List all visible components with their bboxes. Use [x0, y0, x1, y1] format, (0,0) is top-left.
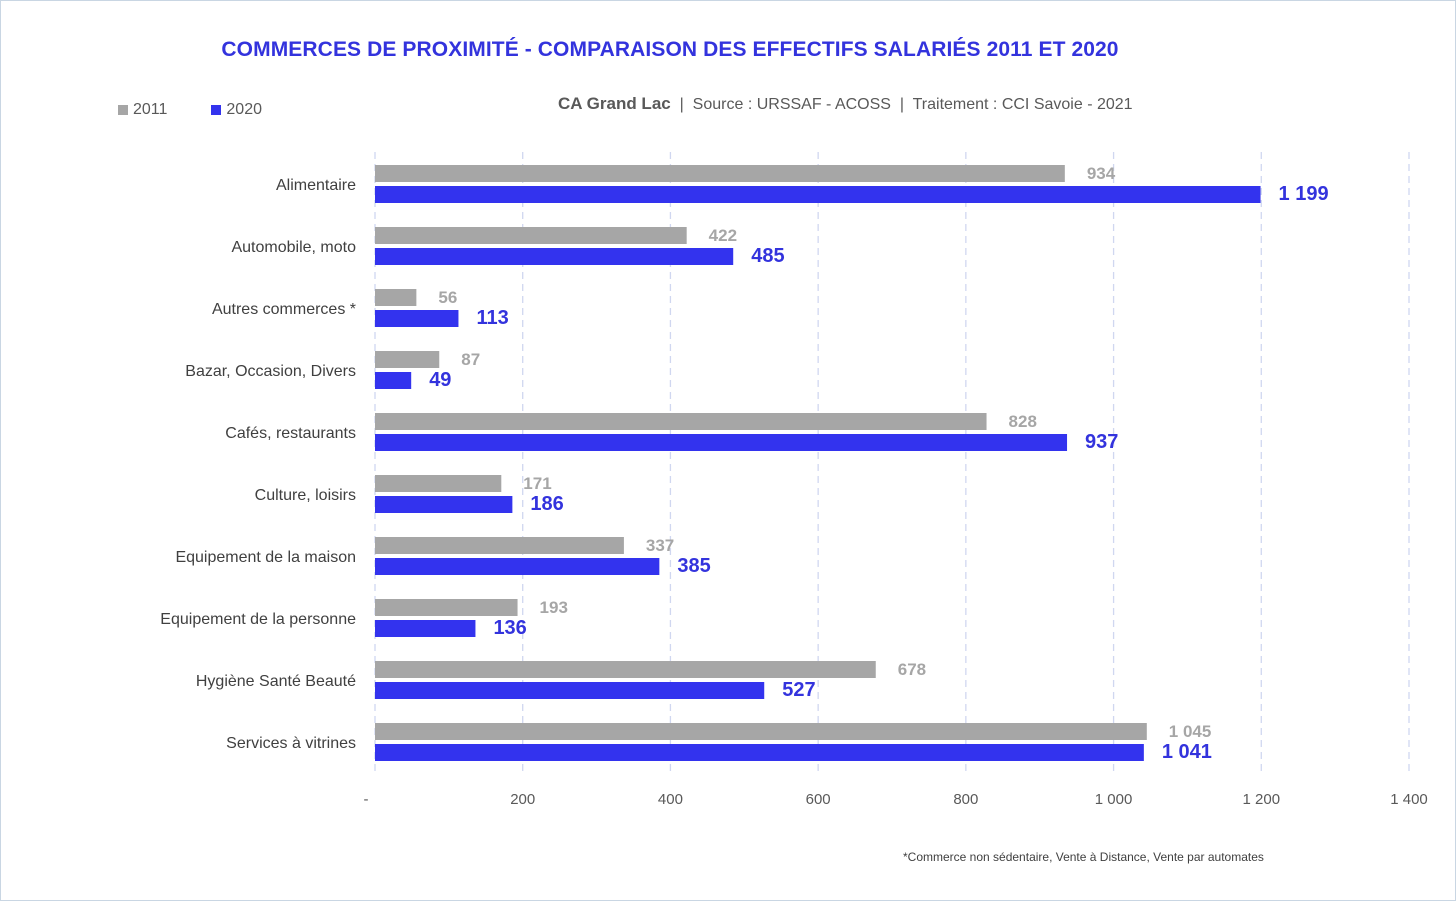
- x-tick-label: 400: [658, 791, 683, 808]
- data-label-2011: 193: [540, 598, 568, 617]
- bar-2011: [375, 599, 518, 616]
- bar-2020: [375, 744, 1144, 761]
- bar-2011: [375, 661, 876, 678]
- bar-2011: [375, 475, 502, 492]
- bar-2011: [375, 165, 1065, 182]
- category-label: Autres commerces *: [212, 301, 356, 318]
- legend-label-2020: 2020: [226, 101, 262, 118]
- x-tick-label: 1 000: [1095, 791, 1133, 808]
- bar-2020: [375, 310, 459, 327]
- data-label-2020: 136: [493, 617, 526, 639]
- x-tick-label: -: [364, 791, 369, 808]
- footnote: *Commerce non sédentaire, Vente à Distan…: [903, 850, 1264, 864]
- subtitle-separator: |: [890, 96, 913, 113]
- category-label: Culture, loisirs: [255, 487, 356, 504]
- chart-subtitle: CA Grand Lac | Source : URSSAF - ACOSS |…: [558, 94, 1133, 114]
- bar-2011: [375, 227, 687, 244]
- data-label-2020: 49: [429, 369, 451, 391]
- bar-2011: [375, 723, 1147, 740]
- data-label-2020: 485: [751, 245, 784, 267]
- data-label-2011: 56: [438, 288, 457, 307]
- data-label-2020: 385: [677, 555, 710, 577]
- subtitle-treatment: Traitement : CCI Savoie - 2021: [912, 96, 1133, 113]
- bar-2020: [375, 496, 513, 513]
- legend-swatch-2011: [118, 105, 128, 115]
- data-label-2020: 113: [476, 307, 508, 329]
- data-label-2011: 934: [1087, 164, 1116, 183]
- x-tick-label: 600: [806, 791, 831, 808]
- data-label-2020: 1 199: [1279, 183, 1329, 205]
- bar-2020: [375, 248, 734, 265]
- data-label-2020: 186: [530, 493, 563, 515]
- data-label-2011: 171: [523, 474, 551, 493]
- bar-2020: [375, 682, 765, 699]
- category-label: Bazar, Occasion, Divers: [185, 363, 356, 380]
- data-label-2020: 527: [782, 679, 815, 701]
- subtitle-place: CA Grand Lac: [558, 94, 671, 113]
- bar-2011: [375, 289, 417, 306]
- chart-title: COMMERCES DE PROXIMITÉ - COMPARAISON DES…: [221, 38, 1119, 61]
- bar-2020: [375, 186, 1261, 203]
- category-label: Cafés, restaurants: [225, 425, 356, 442]
- bar-2020: [375, 372, 412, 389]
- category-label: Equipement de la maison: [175, 549, 356, 566]
- x-tick-label: 800: [953, 791, 978, 808]
- category-label: Automobile, moto: [231, 239, 356, 256]
- bar-2011: [375, 351, 440, 368]
- category-label: Services à vitrines: [226, 735, 356, 752]
- data-label-2011: 1 045: [1169, 722, 1212, 741]
- category-label: Equipement de la personne: [160, 611, 356, 628]
- bar-2011: [375, 413, 987, 430]
- x-tick-label: 1 200: [1243, 791, 1281, 808]
- data-label-2011: 828: [1009, 412, 1037, 431]
- legend-swatch-2020: [211, 105, 222, 115]
- data-label-2011: 422: [709, 226, 737, 245]
- category-label: Hygiène Santé Beauté: [196, 673, 356, 690]
- legend-item-2011: 2011: [118, 101, 167, 119]
- bar-2020: [375, 434, 1068, 451]
- data-label-2011: 678: [898, 660, 926, 679]
- bar-2020: [375, 620, 476, 637]
- legend: 2011 2020: [118, 101, 262, 119]
- bar-2020: [375, 558, 660, 575]
- legend-label-2011: 2011: [133, 101, 168, 118]
- data-label-2020: 1 041: [1162, 741, 1212, 763]
- x-tick-label: 1 400: [1390, 791, 1428, 808]
- subtitle-source: Source : URSSAF - ACOSS: [692, 96, 891, 113]
- subtitle-separator: |: [670, 96, 693, 113]
- category-label: Alimentaire: [276, 177, 356, 194]
- x-tick-label: 200: [510, 791, 535, 808]
- data-label-2011: 337: [646, 536, 674, 555]
- data-label-2011: 87: [461, 350, 480, 369]
- legend-item-2020: 2020: [211, 101, 262, 119]
- data-label-2020: 937: [1085, 431, 1118, 453]
- bar-2011: [375, 537, 624, 554]
